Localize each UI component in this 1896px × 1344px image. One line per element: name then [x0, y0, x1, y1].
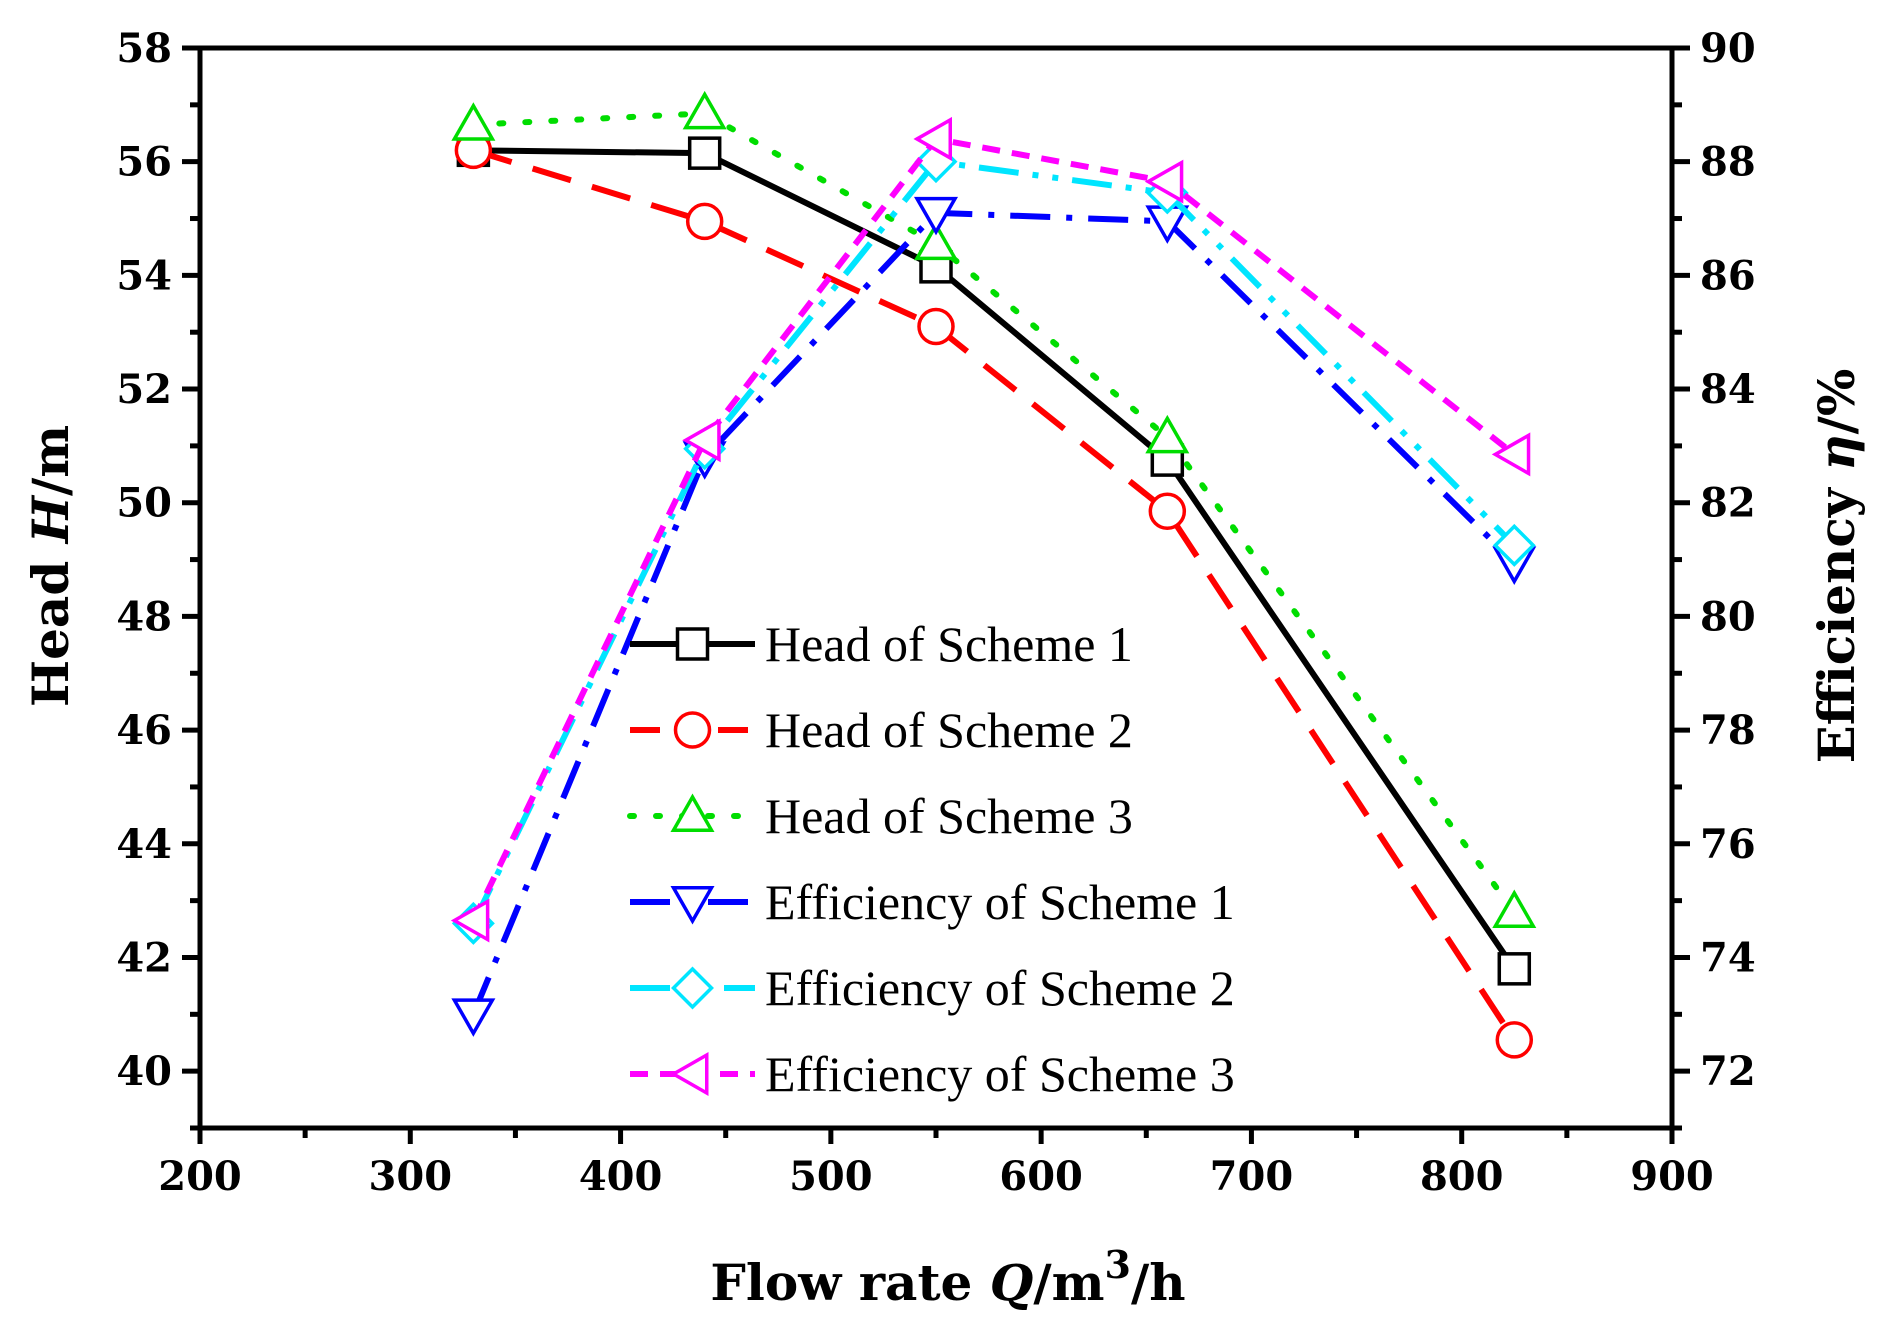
data-point — [913, 196, 959, 236]
y-right-title-unit: /% — [1807, 369, 1866, 435]
x-tick-label: 300 — [369, 1153, 453, 1200]
legend-marker — [669, 1051, 709, 1097]
y-left-axis-title: Head H/m — [21, 425, 80, 707]
x-tick-label: 800 — [1420, 1153, 1504, 1200]
y-right-tick-label: 90 — [1700, 25, 1756, 72]
x-tick-label: 700 — [1210, 1153, 1294, 1200]
x-axis-title-main: Flow rate — [710, 1253, 989, 1312]
data-point — [1495, 1021, 1534, 1059]
x-tick-label: 600 — [999, 1153, 1083, 1200]
data-point — [1145, 414, 1190, 454]
x-tick-label: 900 — [1630, 1153, 1714, 1200]
legend-marker — [673, 711, 712, 749]
legend-label: Head of Scheme 3 — [765, 788, 1133, 844]
x-axis-title-sup: 3 — [1105, 1242, 1131, 1287]
x-tick-label: 400 — [579, 1153, 663, 1200]
y-right-tick-label: 86 — [1700, 252, 1756, 299]
y-right-tick-label: 84 — [1700, 366, 1756, 413]
data-point — [450, 898, 490, 943]
y-left-tick-label: 56 — [116, 139, 172, 186]
legend-item: Efficiency of Scheme 2 — [630, 960, 1235, 1016]
legend-item: Head of Scheme 1 — [630, 616, 1133, 672]
y-left-title-symbol: H — [21, 494, 80, 545]
data-point — [917, 307, 955, 346]
y-right-tick-label: 72 — [1700, 1048, 1756, 1095]
data-point — [1497, 952, 1532, 986]
x-axis-title: Flow rate Q/m3/h — [710, 1242, 1185, 1312]
y-right-title-symbol: η — [1807, 434, 1866, 470]
y-left-tick-label: 58 — [116, 25, 172, 72]
series-3 — [451, 90, 1537, 928]
legend-label: Efficiency of Scheme 3 — [765, 1046, 1235, 1102]
legend-item: Efficiency of Scheme 3 — [630, 1046, 1235, 1102]
x-tick-label: 500 — [789, 1153, 873, 1200]
y-left-tick-label: 50 — [116, 480, 172, 527]
series-line — [473, 147, 1517, 971]
legend-label: Efficiency of Scheme 2 — [765, 960, 1235, 1016]
series-6 — [450, 116, 1531, 943]
y-left-tick-label: 44 — [116, 821, 172, 868]
legend-item: Efficiency of Scheme 1 — [630, 874, 1235, 930]
x-tick-label: 200 — [158, 1153, 242, 1200]
series-1 — [456, 133, 1532, 986]
legend-label: Efficiency of Scheme 1 — [765, 874, 1235, 930]
legend-item: Head of Scheme 3 — [627, 788, 1133, 844]
y-right-tick-label: 78 — [1700, 707, 1756, 754]
legend: Head of Scheme 1 Head of Scheme 2 Head of … — [627, 616, 1235, 1102]
y-left-tick-label: 40 — [116, 1048, 172, 1095]
y-right-tick-label: 88 — [1700, 139, 1756, 186]
data-point — [1492, 889, 1537, 928]
y-left-title-unit: /m — [21, 425, 80, 496]
x-axis-title-symbol: Q — [990, 1253, 1034, 1312]
data-point — [682, 90, 727, 130]
data-point — [1144, 159, 1184, 204]
data-point — [451, 102, 496, 141]
y-right-axis-title: Efficiency η/% — [1807, 369, 1866, 764]
legend-label: Head of Scheme 2 — [765, 702, 1133, 758]
data-point — [451, 998, 496, 1037]
legend-marker — [671, 966, 714, 1010]
axes-layer: 200 300 400 500 600 700 800 900 40 42 44 46 48 50 52 54… — [116, 25, 1755, 1200]
series-layer — [450, 90, 1537, 1059]
data-point — [685, 202, 724, 241]
y-right-tick-label: 82 — [1700, 480, 1756, 527]
legend-marker — [675, 627, 710, 661]
x-axis-title-tail: /h — [1131, 1253, 1186, 1312]
data-point — [687, 136, 722, 170]
y-left-tick-label: 52 — [116, 366, 172, 413]
y-left-tick-label: 42 — [116, 934, 172, 981]
data-point — [913, 116, 952, 161]
y-left-title-main: Head — [21, 543, 80, 707]
y-right-tick-label: 76 — [1700, 821, 1756, 868]
y-right-tick-label: 80 — [1700, 593, 1756, 640]
legend-marker — [670, 886, 715, 925]
legend-label: Head of Scheme 1 — [765, 616, 1133, 672]
y-left-tick-label: 48 — [116, 593, 172, 640]
data-point — [913, 221, 959, 261]
y-left-tick-label: 46 — [116, 707, 172, 754]
data-point — [1148, 492, 1187, 531]
series-2 — [454, 131, 1534, 1059]
legend-marker — [670, 793, 715, 832]
x-axis-title-unit: /m — [1033, 1253, 1104, 1312]
data-point — [1491, 432, 1531, 477]
y-right-tick-label: 74 — [1700, 934, 1756, 981]
data-point — [1492, 523, 1536, 567]
y-right-title-main: Efficiency — [1807, 471, 1866, 764]
legend-item: Head of Scheme 2 — [630, 702, 1133, 758]
data-point — [682, 418, 721, 463]
y-left-tick-label: 54 — [116, 252, 172, 299]
